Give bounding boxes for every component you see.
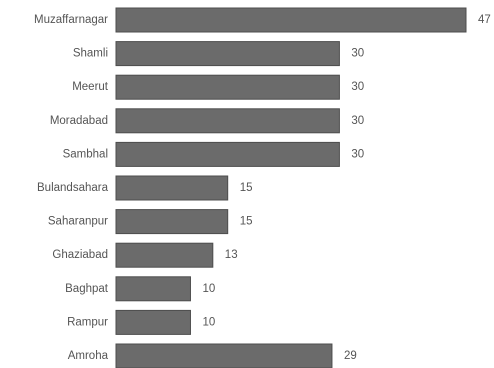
bar <box>116 42 339 66</box>
value-label: 30 <box>351 148 364 160</box>
category-label: Shamli <box>73 48 108 60</box>
bar <box>116 243 213 267</box>
category-label: Muzaffarnagar <box>34 14 108 26</box>
category-label: Sambhal <box>63 148 108 160</box>
category-label: Baghpat <box>65 283 109 295</box>
value-label: 13 <box>225 249 238 261</box>
bar <box>116 142 339 166</box>
bar <box>116 75 339 99</box>
bar <box>116 310 190 334</box>
category-label: Saharanpur <box>48 216 108 228</box>
value-label: 10 <box>202 316 215 328</box>
category-label: Ghaziabad <box>52 249 108 261</box>
value-label: 29 <box>344 350 357 362</box>
bar <box>116 8 466 32</box>
bar <box>116 277 190 301</box>
value-label: 30 <box>351 115 364 127</box>
bar <box>116 109 339 133</box>
category-label: Amroha <box>68 350 109 362</box>
value-label: 47 <box>478 14 491 26</box>
category-label: Meerut <box>72 81 109 93</box>
value-label: 15 <box>240 182 253 194</box>
category-label: Moradabad <box>50 115 108 127</box>
bar <box>116 344 332 368</box>
bar <box>116 176 228 200</box>
category-label: Rampur <box>67 316 108 328</box>
value-label: 30 <box>351 81 364 93</box>
value-label: 10 <box>202 283 215 295</box>
bar <box>116 210 228 234</box>
value-label: 30 <box>351 48 364 60</box>
value-label: 15 <box>240 216 253 228</box>
category-label: Bulandsahara <box>37 182 109 194</box>
